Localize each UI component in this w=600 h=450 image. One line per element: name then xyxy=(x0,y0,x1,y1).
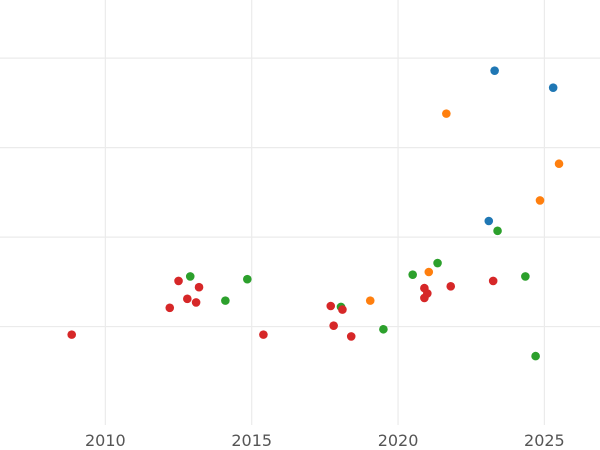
x-tick-label: 2010 xyxy=(85,431,126,450)
data-point-series-1 xyxy=(490,66,499,75)
data-point-series-4 xyxy=(329,321,338,330)
data-point-series-3 xyxy=(493,226,502,236)
data-point-series-4 xyxy=(191,298,201,307)
data-point-series-3 xyxy=(221,296,230,305)
gridlines xyxy=(0,0,600,425)
data-point-series-3 xyxy=(521,272,530,281)
data-point-series-2 xyxy=(535,196,545,205)
x-axis-ticks: 2010 2015 2020 2025 xyxy=(85,431,565,450)
data-point-series-4 xyxy=(346,332,356,341)
x-tick-label: 2015 xyxy=(231,431,272,450)
data-point-series-3 xyxy=(379,324,388,334)
data-point-series-4 xyxy=(183,294,192,304)
data-point-series-4 xyxy=(194,282,204,292)
x-tick-label: 2020 xyxy=(378,431,419,450)
data-point-series-4 xyxy=(326,301,336,311)
data-point-series-4 xyxy=(67,330,77,339)
data-point-series-4 xyxy=(165,303,175,313)
data-point-series-2 xyxy=(365,296,375,305)
data-point-series-1 xyxy=(548,83,558,92)
data-point-series-4 xyxy=(259,330,268,339)
data-point-series-1 xyxy=(484,216,494,226)
data-point-series-2 xyxy=(442,109,451,118)
data-point-series-2 xyxy=(424,267,434,277)
data-point-series-4 xyxy=(420,293,429,303)
x-tick-label: 2025 xyxy=(524,431,565,450)
data-point-series-4 xyxy=(174,276,183,286)
data-point-series-4 xyxy=(488,276,498,286)
data-point-series-3 xyxy=(185,272,195,281)
data-point-series-4 xyxy=(338,305,347,314)
data-point-series-3 xyxy=(433,258,442,268)
data-point-series-3 xyxy=(531,351,540,361)
data-points xyxy=(67,66,564,361)
data-point-series-3 xyxy=(243,274,252,284)
data-point-series-3 xyxy=(408,270,417,279)
data-point-series-2 xyxy=(554,159,564,169)
data-point-series-4 xyxy=(446,282,456,291)
